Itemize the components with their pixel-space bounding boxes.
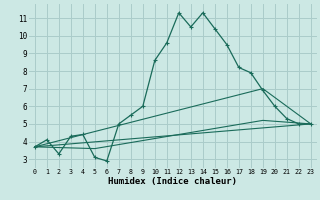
X-axis label: Humidex (Indice chaleur): Humidex (Indice chaleur) [108, 177, 237, 186]
